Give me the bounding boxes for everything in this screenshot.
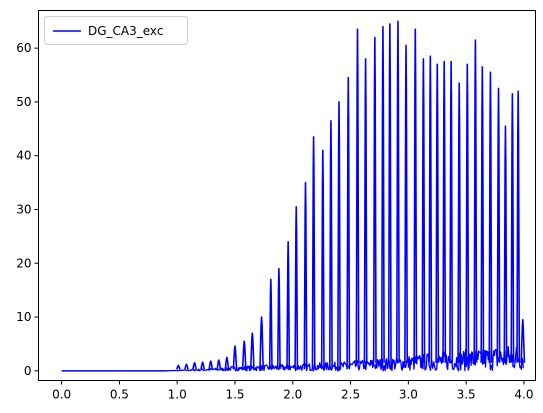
- series-peak: [372, 36, 377, 363]
- series-peak: [428, 55, 433, 363]
- series-peak: [480, 66, 485, 363]
- x-tick-label: 3.0: [399, 388, 418, 402]
- legend-label: DG_CA3_exc: [88, 24, 163, 38]
- series-peak: [311, 136, 316, 370]
- series-peak: [435, 63, 440, 363]
- x-tick-label: 0.0: [52, 388, 71, 402]
- x-tick-label: 1.5: [225, 388, 244, 402]
- x-axis: 0.0 0.5 1.0 1.5 2.0 2.5 3.0 3.5 4.0: [52, 380, 533, 402]
- series-peak: [510, 93, 515, 363]
- series-peak: [396, 20, 400, 363]
- series-peak: [465, 63, 470, 363]
- series-peak: [208, 360, 214, 370]
- plot-frame: [38, 10, 536, 381]
- series-peak: [346, 76, 351, 370]
- series-peak: [421, 58, 426, 363]
- series-peak: [241, 340, 247, 370]
- legend-box: [44, 16, 188, 45]
- series-peak: [457, 82, 462, 363]
- series-peak: [276, 267, 281, 370]
- y-tick-label: 60: [16, 41, 31, 55]
- series-peak: [268, 278, 273, 370]
- y-axis: 0 10 20 30 40 50 60: [16, 41, 39, 378]
- series-peak: [175, 364, 181, 370]
- x-tick-label: 2.5: [341, 388, 360, 402]
- series-layer: [61, 20, 526, 372]
- series-peak: [404, 44, 409, 363]
- series-peak: [337, 101, 341, 370]
- series-peak: [259, 316, 264, 370]
- y-tick-label: 10: [16, 310, 31, 324]
- x-tick-label: 2.0: [283, 388, 302, 402]
- series-peak: [363, 58, 368, 363]
- series-peak: [184, 363, 189, 370]
- y-tick-label: 50: [16, 95, 31, 109]
- series-peak: [303, 181, 308, 370]
- series-peak: [224, 356, 230, 370]
- series-peak: [192, 361, 197, 370]
- series-peak: [473, 39, 478, 363]
- y-tick-label: 30: [16, 202, 31, 216]
- series-peak: [380, 25, 385, 363]
- series-peak: [286, 240, 291, 370]
- series-peak: [387, 23, 392, 363]
- series-peak: [216, 359, 222, 370]
- y-tick-label: 0: [24, 364, 32, 378]
- x-tick-label: 4.0: [514, 388, 533, 402]
- series-peak: [249, 332, 255, 370]
- x-tick-label: 3.5: [457, 388, 476, 402]
- series-peak: [520, 318, 526, 363]
- series-peak: [232, 345, 238, 370]
- series-peak: [200, 361, 206, 370]
- series-peak: [320, 149, 325, 370]
- x-tick-label: 0.5: [110, 388, 129, 402]
- series-peak: [294, 205, 299, 370]
- x-tick-label: 1.0: [168, 388, 187, 402]
- series-peak: [496, 87, 501, 363]
- y-tick-label: 40: [16, 149, 31, 163]
- series-peak: [503, 125, 508, 363]
- series-peak: [413, 28, 418, 363]
- series-peak: [488, 71, 493, 363]
- y-tick-label: 20: [16, 256, 31, 270]
- series-peak: [516, 90, 521, 363]
- series-noise: [165, 345, 525, 372]
- legend: DG_CA3_exc: [44, 16, 188, 45]
- series-peak: [328, 119, 333, 370]
- series-peak: [442, 60, 447, 363]
- series-peak: [449, 60, 454, 363]
- series-peak: [355, 28, 360, 363]
